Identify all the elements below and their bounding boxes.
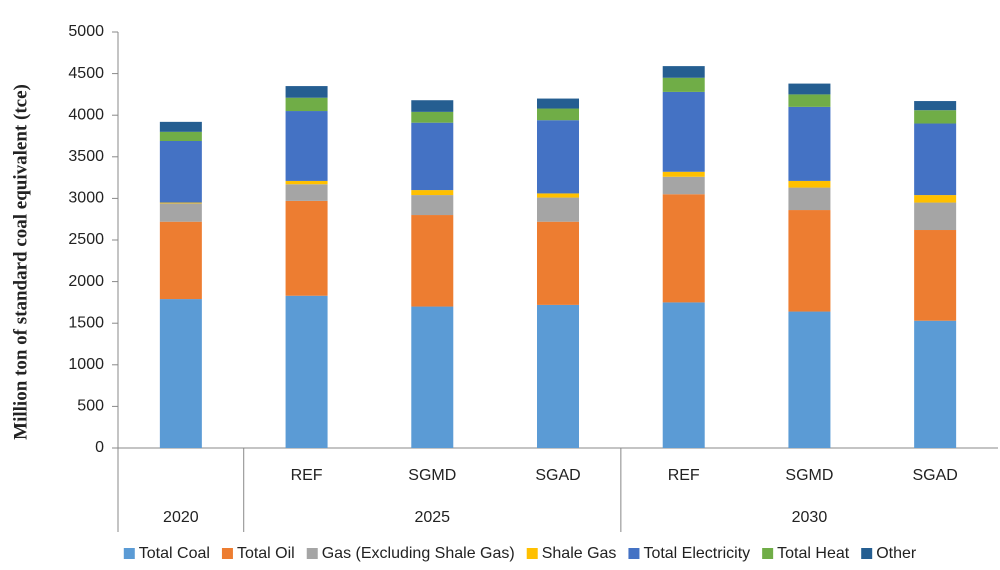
bar-segment	[411, 190, 454, 196]
bar-segment	[411, 306, 454, 448]
y-tick-label: 2500	[68, 231, 104, 248]
bar-segment	[159, 140, 202, 203]
legend-label: Other	[876, 545, 917, 562]
bar-segment	[914, 202, 957, 231]
bar-segment	[159, 221, 202, 300]
bar-segment	[537, 108, 579, 121]
legend-label: Total Oil	[237, 545, 295, 562]
legend-label: Shale Gas	[542, 545, 617, 562]
bar-segment	[285, 180, 328, 185]
legend-swatch	[762, 548, 774, 559]
bar-segment	[411, 111, 454, 123]
bar-segment	[537, 304, 579, 448]
legend-label: Total Electricity	[643, 545, 750, 562]
bar-segment	[914, 110, 957, 124]
bar-segment	[537, 221, 579, 305]
bar-segment	[662, 302, 705, 448]
legend-swatch	[221, 548, 233, 559]
x-tick-label: SGMD	[785, 467, 833, 484]
bar-segment	[159, 121, 202, 132]
bar-segment	[914, 230, 957, 321]
y-tick-label: 2000	[68, 273, 104, 290]
bar-segment	[285, 97, 328, 112]
bar-segment	[537, 120, 579, 194]
y-axis-label: Million ton of standard coal equivalent …	[10, 84, 31, 440]
bar-segment	[662, 176, 705, 195]
y-tick-label: 500	[77, 398, 104, 415]
y-tick-label: 4500	[68, 65, 104, 82]
bar-segment	[662, 66, 705, 78]
x-tick-label: REF	[668, 467, 700, 484]
bar-segment	[285, 295, 328, 448]
bar-segment	[159, 299, 202, 448]
legend-swatch	[526, 548, 538, 559]
bar-segment	[285, 200, 328, 296]
legend-swatch	[123, 548, 135, 559]
bar-segment	[662, 77, 705, 92]
y-tick-label: 3000	[68, 190, 104, 207]
bar-segment	[411, 100, 454, 112]
bar-segment	[788, 210, 831, 312]
legend-swatch	[306, 548, 318, 559]
y-tick-label: 1500	[68, 314, 104, 331]
bar-segment	[411, 215, 454, 307]
bar-segment	[788, 180, 831, 188]
bar-segment	[662, 194, 705, 303]
legend-label: Gas (Excluding Shale Gas)	[322, 545, 515, 562]
bar-segment	[159, 203, 202, 222]
bar-segment	[788, 187, 831, 211]
bar-segment	[285, 86, 328, 98]
y-tick-label: 5000	[68, 23, 104, 40]
bar-segment	[411, 195, 454, 216]
x-tick-label: SGAD	[912, 467, 957, 484]
legend-swatch	[628, 548, 640, 559]
bar-segment	[788, 94, 831, 107]
bar-segment	[914, 195, 957, 203]
x-tick-label: SGAD	[535, 467, 580, 484]
bar-segment	[411, 122, 454, 191]
bar-segment	[537, 98, 579, 109]
bar-segment	[537, 197, 579, 222]
bar-segment	[788, 83, 831, 95]
bar-segment	[788, 311, 831, 448]
bar-segment	[662, 91, 705, 172]
legend-swatch	[861, 548, 873, 559]
bar-segment	[159, 131, 202, 141]
x-tick-label: SGMD	[408, 467, 456, 484]
group-label: 2030	[792, 509, 828, 526]
group-label: 2025	[414, 509, 450, 526]
bar-segment	[159, 202, 202, 204]
bar-segment	[914, 320, 957, 448]
bar-segment	[788, 106, 831, 181]
bar-segment	[914, 101, 957, 111]
bar-segment	[285, 111, 328, 181]
group-label: 2020	[163, 509, 199, 526]
y-tick-label: 3500	[68, 148, 104, 165]
y-tick-label: 1000	[68, 356, 104, 373]
bar-segment	[914, 123, 957, 196]
bar-segment	[285, 184, 328, 201]
y-tick-label: 0	[95, 439, 104, 456]
y-tick-label: 4000	[68, 106, 104, 123]
x-tick-label: REF	[291, 467, 323, 484]
bar-segment	[662, 171, 705, 177]
legend-label: Total Heat	[777, 545, 850, 562]
legend-label: Total Coal	[139, 545, 210, 562]
bar-segment	[537, 193, 579, 198]
